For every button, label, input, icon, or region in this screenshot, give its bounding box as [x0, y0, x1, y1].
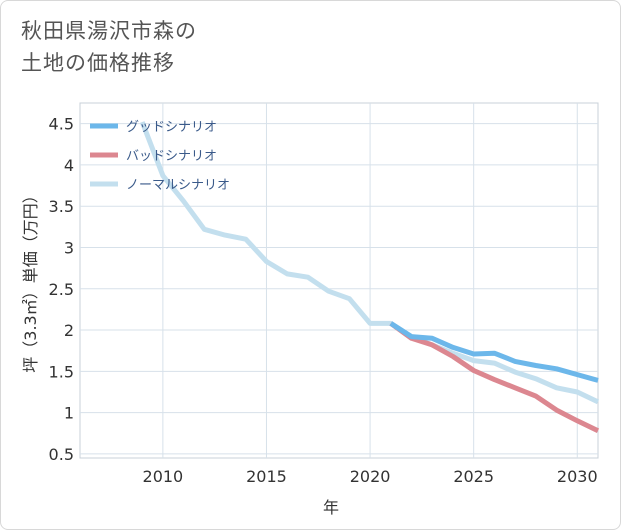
y-tick-label: 2 — [64, 321, 74, 340]
y-axis-title: 坪（3.3㎡）単価（万円） — [21, 187, 40, 372]
x-tick-label: 2030 — [557, 467, 598, 486]
y-tick-label: 3.5 — [49, 197, 74, 216]
legend-label-0: グッドシナリオ — [126, 120, 217, 135]
series-lines — [139, 121, 600, 434]
x-tick-label: 2020 — [350, 467, 391, 486]
y-axis-ticks: 0.5 1 1.5 2 2.5 3 3.5 4 4.5 — [49, 115, 74, 464]
y-tick-label: 2.5 — [49, 280, 74, 299]
chart-title-line2: 土地の価格推移 — [21, 51, 175, 75]
y-tick-label: 4.5 — [49, 115, 74, 134]
series-line-0 — [389, 321, 599, 383]
y-tick-label: 1.5 — [49, 362, 74, 381]
y-tick-label: 3 — [64, 238, 74, 257]
plot-area-frame — [79, 102, 599, 459]
x-tick-label: 2015 — [246, 467, 287, 486]
chart-title: 秋田県湯沢市森の 土地の価格推移 — [21, 15, 197, 79]
legend-label-1: バッドシナリオ — [126, 149, 217, 164]
series-line-1 — [389, 321, 600, 434]
series-line-2 — [139, 121, 600, 405]
grid — [80, 103, 598, 458]
x-axis-ticks: 2010 2015 2020 2025 2030 — [143, 467, 598, 486]
x-tick-label: 2010 — [143, 467, 184, 486]
y-tick-label: 4 — [64, 156, 74, 175]
chart-title-line1: 秋田県湯沢市森の — [21, 19, 197, 43]
legend-label-2: ノーマルシナリオ — [126, 178, 230, 193]
y-tick-label: 0.5 — [49, 445, 74, 464]
x-axis-title: 年 — [323, 498, 339, 517]
y-tick-label: 1 — [64, 404, 74, 423]
x-tick-label: 2025 — [453, 467, 494, 486]
